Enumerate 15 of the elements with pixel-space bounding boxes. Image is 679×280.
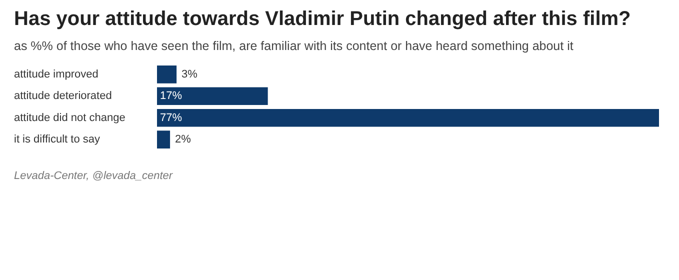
- bar: [157, 108, 659, 127]
- data-label: 77%: [160, 112, 182, 124]
- y-tick-label: attitude improved: [14, 68, 98, 80]
- bar: [157, 87, 268, 106]
- chart-subtitle: as %% of those who have seen the film, are familiar with its content or have heard something about it: [14, 38, 574, 54]
- bar: [157, 130, 170, 148]
- data-label: 17%: [160, 90, 182, 102]
- y-tick-label: it is difficult to say: [14, 134, 100, 146]
- data-label: 2%: [175, 134, 192, 146]
- text: Levada-Center, @levada_center: [14, 170, 174, 182]
- bar: [157, 66, 177, 84]
- data-label: 3%: [182, 68, 198, 80]
- y-tick-label: attitude did not change: [14, 112, 126, 124]
- chart-title: Has your attitude towards Vladimir Putin changed after this film?: [14, 8, 632, 31]
- y-tick-label: attitude deteriorated: [14, 90, 112, 102]
